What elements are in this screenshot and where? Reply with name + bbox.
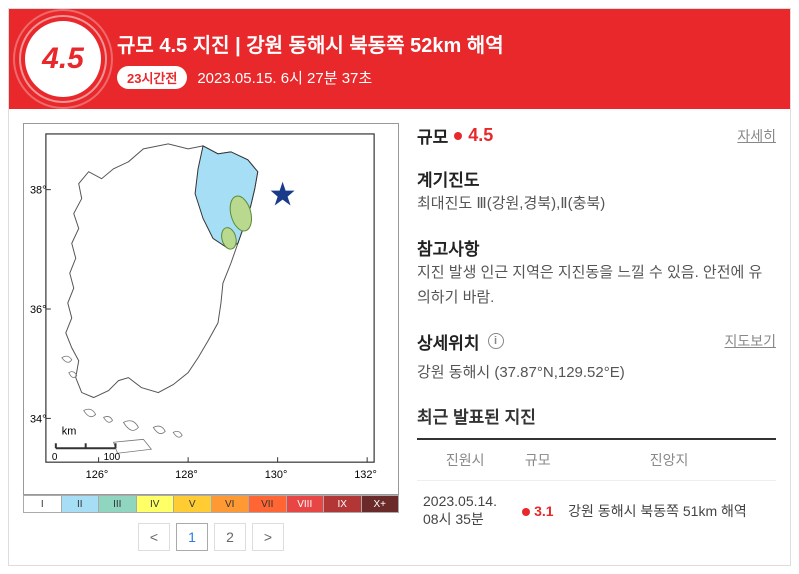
- pager: < 1 2 >: [23, 523, 399, 551]
- detail-link[interactable]: 자세히: [737, 126, 776, 146]
- lon-tick: 130°: [265, 469, 288, 481]
- pager-page-2[interactable]: 2: [214, 523, 246, 551]
- map-link[interactable]: 지도보기: [724, 331, 776, 351]
- table-row[interactable]: 2023.05.14.08시 35분3.1강원 동해시 북동쪽 51km 해역: [417, 481, 776, 542]
- recent-title: 최근 발표된 지진: [417, 403, 776, 440]
- legend-cell: II: [62, 495, 100, 513]
- magnitude-circle: 4.5: [25, 21, 101, 97]
- lon-tick: 126°: [86, 469, 109, 481]
- map-column: 38° 36° 34° 126° 128° 130° 132°: [23, 123, 399, 551]
- location-label: 상세위치 i: [417, 329, 504, 354]
- legend-cell: I: [23, 495, 62, 513]
- svg-text:0: 0: [52, 452, 58, 463]
- legend-cell: V: [174, 495, 212, 513]
- red-dot-icon: [454, 132, 462, 140]
- lat-tick: 38°: [30, 185, 47, 197]
- pager-prev-button[interactable]: <: [138, 523, 170, 551]
- time-badge: 23시간전: [117, 66, 187, 89]
- legend-cell: X+: [362, 495, 400, 513]
- legend-cell: VII: [249, 495, 287, 513]
- lon-tick: 132°: [354, 469, 377, 481]
- header-title: 규모 4.5 지진 | 강원 동해시 북동쪽 52km 해역: [117, 29, 774, 58]
- intensity-label: 계기진도: [417, 166, 776, 191]
- pager-page-1[interactable]: 1: [176, 523, 208, 551]
- cell-mag: 3.1: [513, 481, 562, 542]
- lat-tick: 36°: [30, 304, 47, 316]
- lon-tick: 128°: [175, 469, 198, 481]
- legend-cell: IX: [324, 495, 362, 513]
- note-text: 지진 발생 인근 지역은 지진동을 느낄 수 있음. 안전에 유의하기 바람.: [417, 260, 776, 311]
- earthquake-card: 4.5 규모 4.5 지진 | 강원 동해시 북동쪽 52km 해역 23시간전…: [8, 8, 791, 566]
- legend-cell: VIII: [287, 495, 325, 513]
- col-loc: 진앙지: [562, 440, 776, 481]
- intensity-legend: IIIIIIIVVVIVIIVIIIIXX+: [23, 495, 399, 513]
- info-icon[interactable]: i: [488, 333, 504, 349]
- legend-cell: III: [99, 495, 137, 513]
- col-mag: 규모: [513, 440, 562, 481]
- scale-label: km: [62, 425, 77, 437]
- header: 4.5 규모 4.5 지진 | 강원 동해시 북동쪽 52km 해역 23시간전…: [9, 9, 790, 109]
- pager-next-button[interactable]: >: [252, 523, 284, 551]
- map-box[interactable]: 38° 36° 34° 126° 128° 130° 132°: [23, 123, 399, 495]
- magnitude-label: 규모 4.5: [417, 123, 493, 148]
- intensity-text: 최대진도 Ⅲ(강원,경북),Ⅱ(충북): [417, 191, 776, 217]
- header-datetime: 2023.05.15. 6시 27분 37초: [197, 67, 372, 88]
- location-text: 강원 동해시 (37.87°N,129.52°E): [417, 360, 776, 386]
- magnitude-value: 4.5: [42, 42, 84, 76]
- svg-text:100: 100: [104, 452, 121, 463]
- recent-table: 진원시 규모 진앙지 2023.05.14.08시 35분3.1강원 동해시 북…: [417, 440, 776, 541]
- info-column: 규모 4.5 자세히 계기진도 최대진도 Ⅲ(강원,경북),Ⅱ(충북) 참고사항…: [417, 123, 776, 551]
- cell-loc: 강원 동해시 북동쪽 51km 해역: [562, 481, 776, 542]
- lat-tick: 34°: [30, 413, 47, 425]
- header-meta: 23시간전 2023.05.15. 6시 27분 37초: [117, 66, 774, 89]
- col-time: 진원시: [417, 440, 513, 481]
- legend-cell: VI: [212, 495, 250, 513]
- header-text: 규모 4.5 지진 | 강원 동해시 북동쪽 52km 해역 23시간전 202…: [117, 29, 774, 89]
- cell-time: 2023.05.14.08시 35분: [417, 481, 513, 542]
- body: 38° 36° 34° 126° 128° 130° 132°: [9, 109, 790, 565]
- note-label: 참고사항: [417, 235, 776, 260]
- legend-cell: IV: [137, 495, 175, 513]
- map-svg: 38° 36° 34° 126° 128° 130° 132°: [24, 124, 398, 494]
